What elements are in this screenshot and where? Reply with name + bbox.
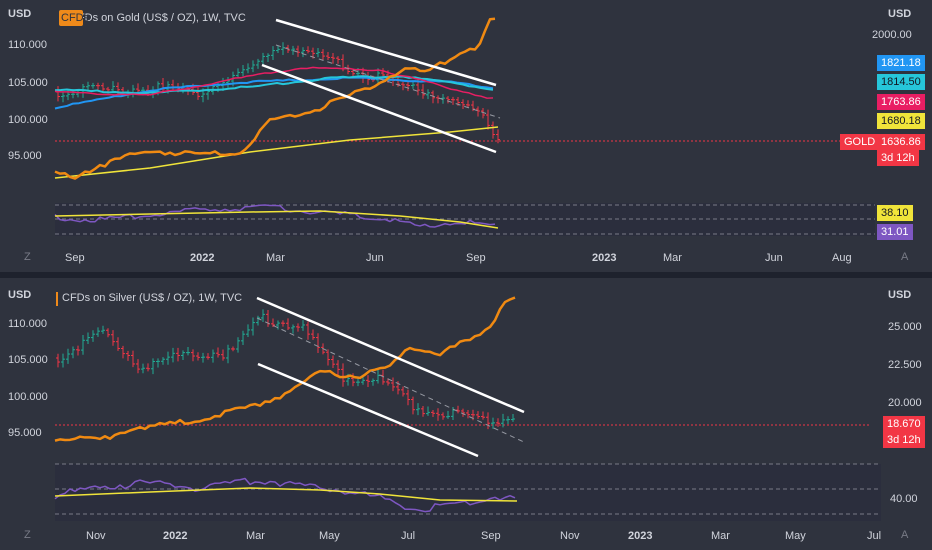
- chart-title[interactable]: CFDs on Gold (US$ / OZ), 1W, TVC: [70, 12, 246, 24]
- symbol-marker: [56, 292, 58, 306]
- channel-median-line: [256, 317, 527, 444]
- ma-price-tag-red: 1763.86: [877, 94, 925, 110]
- channel-upper-line: [256, 296, 525, 414]
- ma-line-teal: [54, 75, 494, 95]
- auto-scale-button[interactable]: A: [901, 251, 909, 263]
- title-overlay-badge: [59, 10, 83, 26]
- time-axis-label: Sep: [65, 252, 85, 264]
- time-axis-label: Jul: [401, 530, 416, 542]
- left-currency-label: USD: [8, 8, 32, 20]
- last-price-tag: 1636.86: [877, 134, 925, 150]
- left-axis-label: 100.000: [8, 391, 48, 403]
- indicator-line-yellow: [54, 210, 499, 229]
- time-axis-label: Aug: [832, 252, 852, 264]
- indicator-tag-purple: 31.01: [877, 224, 913, 240]
- title-overlay-text: CFDs: [61, 12, 90, 24]
- time-axis-label: May: [319, 530, 340, 542]
- left-axis-label: 110.000: [8, 39, 47, 51]
- ma-price-tag-blue: 1821.18: [877, 55, 925, 71]
- time-axis-label: Mar: [711, 530, 730, 542]
- gold-chart-canvas[interactable]: [0, 0, 932, 272]
- time-axis-label: Mar: [663, 252, 682, 264]
- right-currency-label: USD: [888, 8, 912, 20]
- channel-upper-line: [275, 18, 497, 87]
- pane-separator[interactable]: [0, 272, 932, 278]
- time-axis-label: 2022: [163, 530, 188, 542]
- gold-chart-pane[interactable]: USD CFDs on Gold (US$ / OZ), 1W, TVC CFD…: [0, 0, 932, 272]
- left-axis-label: 110.000: [8, 318, 47, 330]
- zoom-corner-button[interactable]: Z: [24, 251, 31, 263]
- time-axis-label: Nov: [560, 530, 580, 542]
- left-axis-label: 95.000: [8, 427, 42, 439]
- channel-lower-line: [261, 63, 497, 154]
- time-axis-label: Sep: [466, 252, 486, 264]
- ma-price-tag-yellow: 1680.18: [877, 113, 925, 129]
- right-axis-label: 2000.00: [872, 29, 912, 41]
- indicator-band: [55, 464, 881, 521]
- time-axis-label: Mar: [266, 252, 285, 264]
- time-axis-label: Mar: [246, 530, 265, 542]
- last-price-tag: 18.670: [883, 416, 925, 432]
- symbol-tag: GOLD: [840, 134, 880, 150]
- channel-lower-line: [257, 362, 479, 458]
- chart-title[interactable]: CFDs on Silver (US$ / OZ), 1W, TVC: [62, 292, 243, 304]
- right-currency-label: USD: [888, 289, 912, 301]
- countdown-tag: 3d 12h: [883, 432, 925, 448]
- ma-line-red: [54, 66, 494, 99]
- time-axis-label: May: [785, 530, 806, 542]
- indicator-tag-yellow: 38.10: [877, 205, 913, 221]
- indicator-axis-label: 40.00: [890, 493, 918, 505]
- silver-chart-pane[interactable]: USD CFDs on Silver (US$ / OZ), 1W, TVC U…: [0, 278, 932, 550]
- time-axis-label: Jul: [867, 530, 882, 542]
- time-axis-label: Jun: [765, 252, 783, 264]
- right-axis-label: 22.500: [888, 359, 922, 371]
- left-axis-label: 95.000: [8, 150, 42, 162]
- indicator-line-yellow: [54, 487, 518, 502]
- time-axis-label: Nov: [86, 530, 106, 542]
- left-currency-label: USD: [8, 289, 32, 301]
- left-axis-label: 100.000: [8, 114, 48, 126]
- time-axis-label: Jun: [366, 252, 384, 264]
- time-axis-label: 2023: [628, 530, 653, 542]
- ma-price-tag-teal: 1814.50: [877, 74, 925, 90]
- time-axis-label: Sep: [481, 530, 501, 542]
- channel-median-line: [275, 44, 501, 119]
- countdown-tag: 3d 12h: [877, 150, 919, 166]
- left-axis-label: 105.000: [8, 354, 48, 366]
- zoom-corner-button[interactable]: Z: [24, 529, 31, 541]
- comparison-line-orange: [54, 296, 516, 442]
- indicator-line-purple: [54, 477, 516, 513]
- silver-chart-canvas[interactable]: [0, 278, 932, 550]
- time-axis-label: 2022: [190, 252, 215, 264]
- right-axis-label: 20.000: [888, 397, 922, 409]
- time-axis-label: 2023: [592, 252, 617, 264]
- right-axis-label: 25.000: [888, 321, 922, 333]
- ma-line-yellow: [54, 126, 499, 179]
- auto-scale-button[interactable]: A: [901, 529, 909, 541]
- left-axis-label: 105.000: [8, 77, 48, 89]
- comparison-line-orange: [54, 17, 496, 180]
